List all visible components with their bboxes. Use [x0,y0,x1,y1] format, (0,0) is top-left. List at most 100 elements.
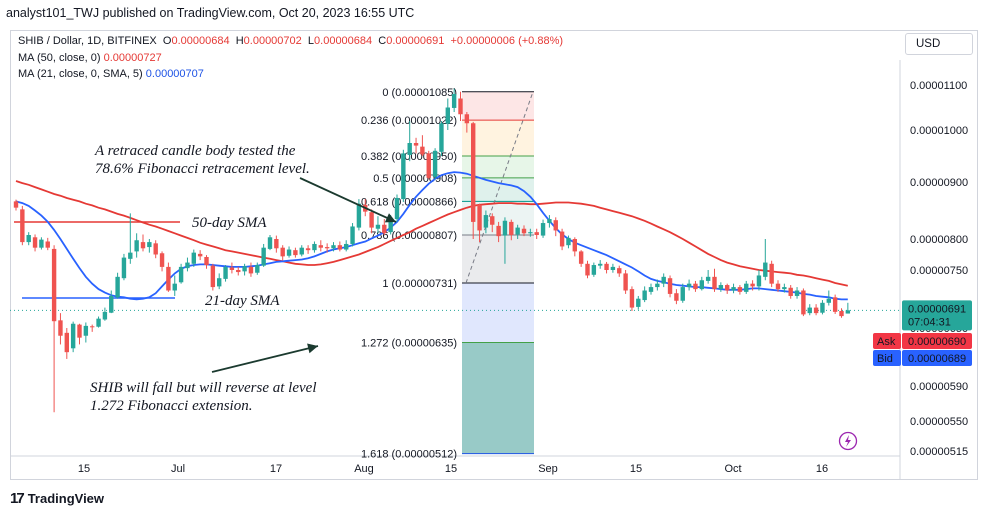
candle [369,209,374,234]
candle [578,250,584,267]
candle [39,237,44,250]
ma21-legend[interactable]: MA (21, close, 0, SMA, 5) 0.00000707 [18,68,204,80]
fib-trend-line [465,91,534,284]
candle-body [839,311,844,317]
price-tick-label: 0.00001100 [910,80,967,92]
candle [147,239,152,253]
candle-body [661,276,666,284]
candle-body [32,237,38,248]
candle-body [490,216,495,225]
candle [547,215,552,228]
candle [166,262,171,292]
candle-body [324,247,330,249]
bid-label: Bid [877,353,893,365]
candle [477,203,482,243]
candle-body [382,224,387,234]
candle [725,283,730,294]
candle [585,260,590,279]
ma21-legend-value: 0.00000707 [145,68,204,80]
candle [699,276,704,291]
symbol-label[interactable]: SHIB / Dollar, 1D, BITFINEX [18,35,157,47]
candle-body [178,266,184,283]
candle-body [744,283,749,292]
candle-body [623,273,628,291]
candle [83,322,89,343]
candle-body [680,287,685,301]
currency-button[interactable]: USD [905,33,973,55]
fib-level-label: 0.618 (0.00000866) [361,196,457,208]
candle [496,221,501,243]
candle-body [210,265,216,288]
candle [464,112,470,133]
candle [490,213,495,233]
candle [318,240,323,252]
candle [64,328,69,359]
arrow-head [384,213,396,223]
candle-body [77,324,82,338]
candle [750,280,755,291]
candle [32,234,38,252]
forecast-arrow [211,343,319,373]
candle [744,280,749,294]
candle-body [769,263,774,284]
candle-body [236,270,241,273]
candle [121,253,127,281]
lightning-icon-bolt [845,435,851,447]
candle-body [337,245,343,250]
candle-body [591,265,597,275]
candle [344,240,349,252]
candle-body [617,268,622,274]
candle [566,235,571,249]
candle [223,265,228,282]
candle [451,88,457,112]
candle [51,245,57,413]
forecast-note-line2: 1.272 Fibonacci extension. [90,398,252,414]
candle [686,279,692,291]
candle [90,324,95,332]
time-tick-label: 17 [270,463,282,475]
candle-body [159,253,165,267]
sma21-label: 21-day SMA [205,293,280,309]
candle-body [45,241,50,248]
candle-body [559,231,565,247]
candle-body [369,212,374,228]
candle-body [534,232,539,236]
candle-body [845,310,851,314]
candle [483,210,489,234]
candle-body [248,266,254,274]
ma50-line [15,180,848,287]
candle-body [763,262,768,277]
candle [109,290,114,314]
price-tick-label: 0.00000590 [910,381,968,393]
candle [267,235,273,251]
candle-body [166,266,171,291]
candle [445,98,450,130]
candle [420,135,425,156]
ma21-line [15,171,848,301]
candle-body [496,225,501,237]
candle [693,280,698,292]
last-price-label [902,300,972,331]
candle [20,205,25,246]
candle-body [39,239,44,248]
candle-body [585,263,590,276]
chart-frame[interactable] [10,30,978,480]
retrace-arrow [299,177,397,223]
candle [286,246,292,258]
ask-tag [873,333,901,349]
candle-body [572,239,577,252]
candle-body [807,307,812,314]
candle [394,194,400,222]
candle [737,285,743,295]
candle [528,228,533,237]
candle [553,217,558,237]
candle [229,262,235,274]
candle-body [699,280,704,290]
footer-brand[interactable]: 17 TradingView [10,490,104,507]
candle [667,275,673,298]
ma50-legend[interactable]: MA (50, close, 0) 0.00000727 [18,52,162,64]
candle [617,265,622,277]
candle [826,290,831,306]
bar-countdown: 07:04:31 [908,316,951,328]
candle-body [464,114,470,124]
